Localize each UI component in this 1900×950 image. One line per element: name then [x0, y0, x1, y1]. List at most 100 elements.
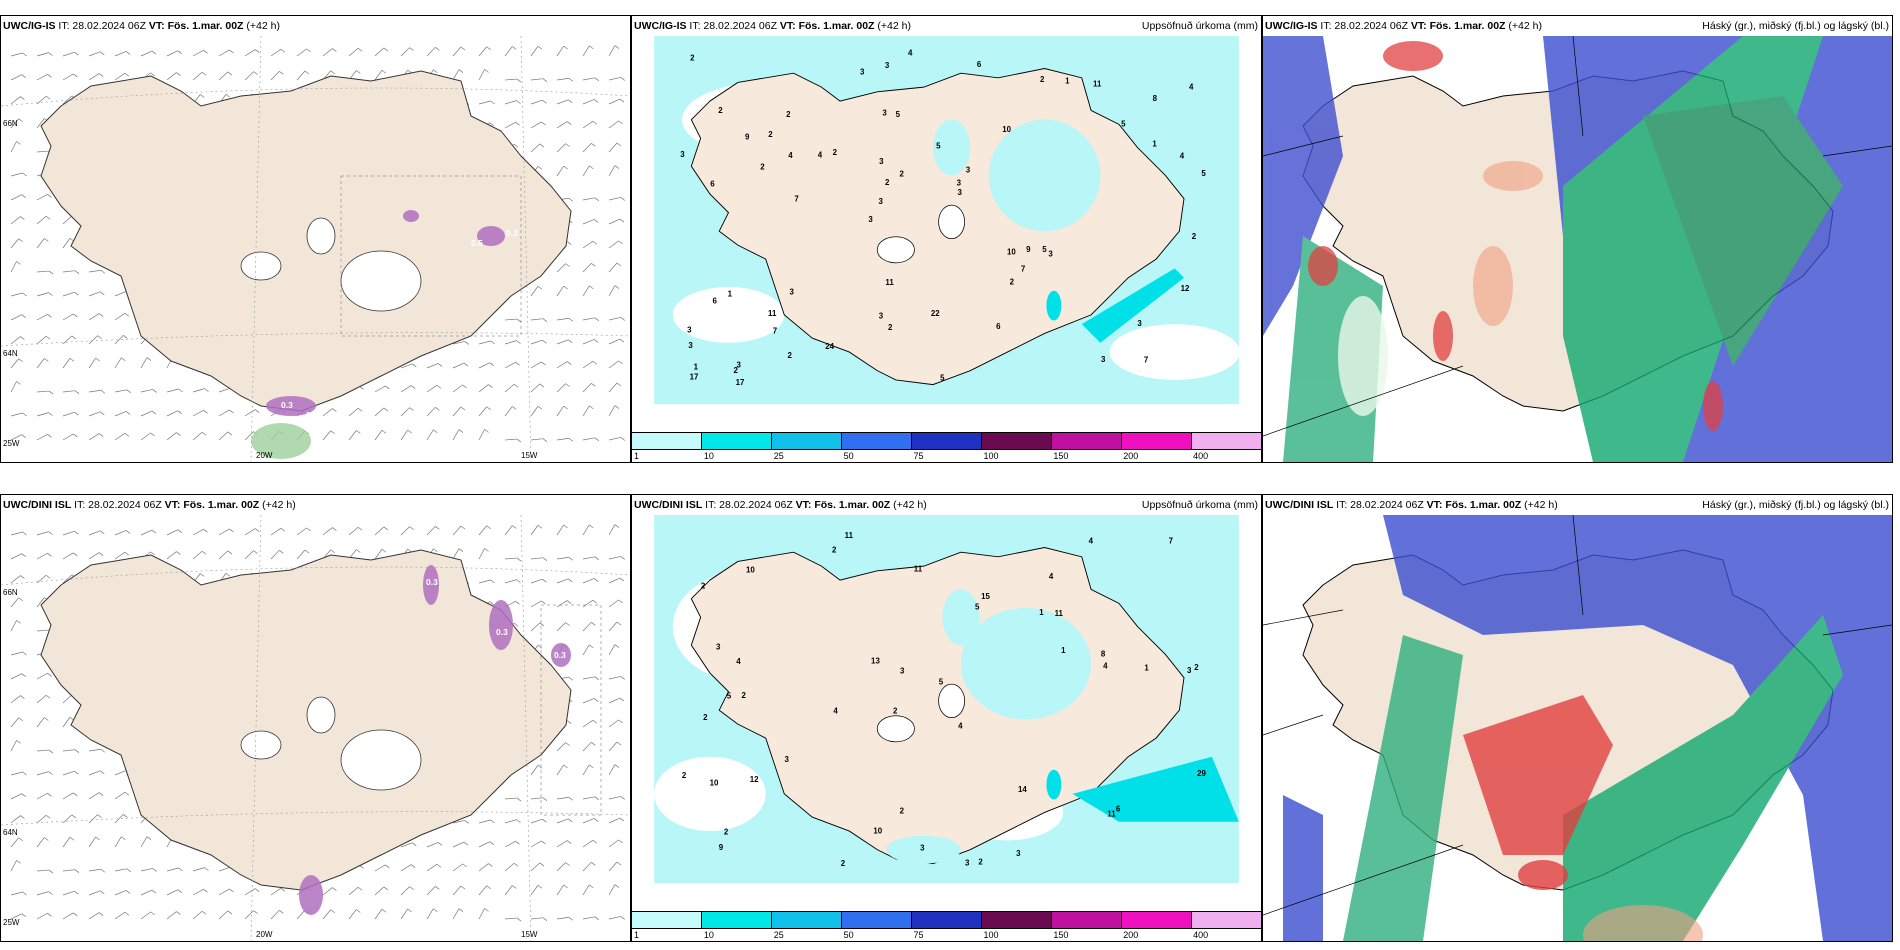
precip-value: 12	[750, 775, 759, 784]
wind-barb	[530, 765, 539, 776]
wind-barb-flag	[22, 172, 27, 177]
wind-barb	[218, 431, 229, 441]
wind-barb-flag	[203, 889, 208, 893]
wind-barb	[582, 219, 595, 225]
wind-barb	[426, 908, 434, 920]
wind-barb-flag	[204, 388, 209, 392]
wind-barb	[322, 887, 333, 896]
wind-barb	[10, 740, 17, 752]
wind-barb	[296, 70, 306, 81]
wind-barb-flag	[435, 886, 440, 890]
wind-barb	[10, 651, 23, 656]
wind-barb	[582, 862, 592, 872]
wind-barb-flag	[330, 549, 335, 554]
wind-barb-flag	[100, 269, 106, 274]
snow-value: 0.4	[311, 448, 323, 458]
wind-barb	[36, 771, 49, 776]
wind-barb-flag	[356, 430, 361, 434]
wind-barb-flag	[16, 261, 21, 265]
wind-barb-flag	[100, 868, 106, 873]
wind-barb	[62, 749, 75, 752]
colorbar-label: 400	[1193, 930, 1209, 940]
wind-barb-flag	[44, 717, 49, 721]
wind-barb	[88, 433, 100, 441]
wind-barb	[36, 95, 47, 105]
wind-barb-flag	[177, 50, 182, 54]
wind-barb-flag	[618, 839, 623, 844]
panel-wind-top: UWC/IG-IS IT: 28.02.2024 06Z VT: Fös. 1.…	[0, 15, 631, 463]
precip-value: 9	[719, 843, 724, 852]
precip-value: 4	[1049, 572, 1054, 581]
wind-barb-flag	[542, 78, 548, 82]
wind-barb	[10, 913, 22, 920]
wind-barb-flag	[541, 121, 546, 126]
wind-barb	[608, 817, 621, 824]
wind-barb	[166, 529, 178, 536]
wind-barb-flag	[568, 578, 573, 583]
wind-barb	[478, 384, 489, 393]
wind-barb-flag	[589, 764, 594, 769]
precip-value: 2	[832, 546, 837, 555]
wind-barb	[608, 861, 618, 872]
wind-barb	[10, 412, 23, 417]
wind-barb-flag	[18, 837, 23, 842]
wind-barb-flag	[620, 317, 625, 321]
wind-barb-flag	[229, 888, 234, 893]
wind-barb	[426, 363, 439, 369]
wind-barb-flag	[566, 121, 572, 125]
wind-barb-flag	[124, 432, 130, 437]
wind-barb	[88, 836, 96, 848]
wind-barb-flag	[20, 695, 25, 699]
wind-barb	[10, 815, 21, 824]
wind-barb-flag	[225, 572, 231, 577]
wind-barb	[62, 837, 71, 848]
panel-title: UWC/DINI ISL IT: 28.02.2024 06Z VT: Fös.…	[1265, 499, 1558, 511]
wind-barb-flag	[20, 815, 25, 819]
wind-barb-flag	[591, 862, 596, 866]
wind-barb-flag	[539, 143, 545, 148]
panel-clouds-bottom: UWC/DINI ISL IT: 28.02.2024 06Z VT: Fös.…	[1262, 494, 1893, 942]
precip-value: 2	[841, 859, 846, 868]
precip-value: 3	[1016, 849, 1021, 858]
wind-barb-flag	[200, 94, 205, 98]
wind-barb	[608, 524, 616, 536]
wind-barb	[114, 291, 127, 297]
wind-barb-flag	[516, 797, 522, 802]
wind-barb-flag	[47, 194, 52, 198]
precip-value: 17	[736, 378, 745, 387]
wind-barb	[530, 818, 543, 824]
wind-barb-flag	[619, 218, 625, 223]
wind-barb-flag	[48, 52, 53, 56]
wind-barb	[88, 890, 101, 896]
colorbar-cell	[982, 433, 1052, 449]
wind-barb-flag	[306, 527, 311, 532]
precip-value: 8	[1153, 94, 1158, 103]
wind-barb	[10, 216, 21, 225]
wind-barb-flag	[21, 194, 26, 198]
wind-barb-flag	[593, 219, 599, 223]
wind-barb-flag	[73, 792, 78, 797]
wind-barb	[504, 318, 517, 321]
colorbar-label: 200	[1123, 451, 1139, 461]
wind-barb-flag	[356, 70, 361, 74]
wind-barb-flag	[594, 197, 600, 202]
wind-barb-flag	[45, 574, 51, 579]
precip-value: 3	[1048, 249, 1053, 258]
wind-barb-flag	[22, 651, 27, 656]
wind-barb	[400, 526, 410, 536]
wind-barb-flag	[151, 410, 157, 415]
wind-barb	[374, 526, 385, 536]
precip-value: 9	[1026, 245, 1031, 254]
wind-barb-flag	[619, 577, 625, 582]
wind-barb	[36, 531, 49, 536]
precip-value: 10	[1007, 247, 1016, 256]
precip-value: 4	[1189, 83, 1194, 92]
wind-barb-flag	[512, 525, 517, 529]
wind-barb-flag	[125, 890, 131, 894]
wind-barb	[452, 69, 460, 81]
wind-barb	[452, 406, 462, 417]
wind-barb-flag	[381, 429, 387, 434]
precip-value: 2	[888, 323, 893, 332]
colorbar-label: 400	[1193, 451, 1209, 461]
